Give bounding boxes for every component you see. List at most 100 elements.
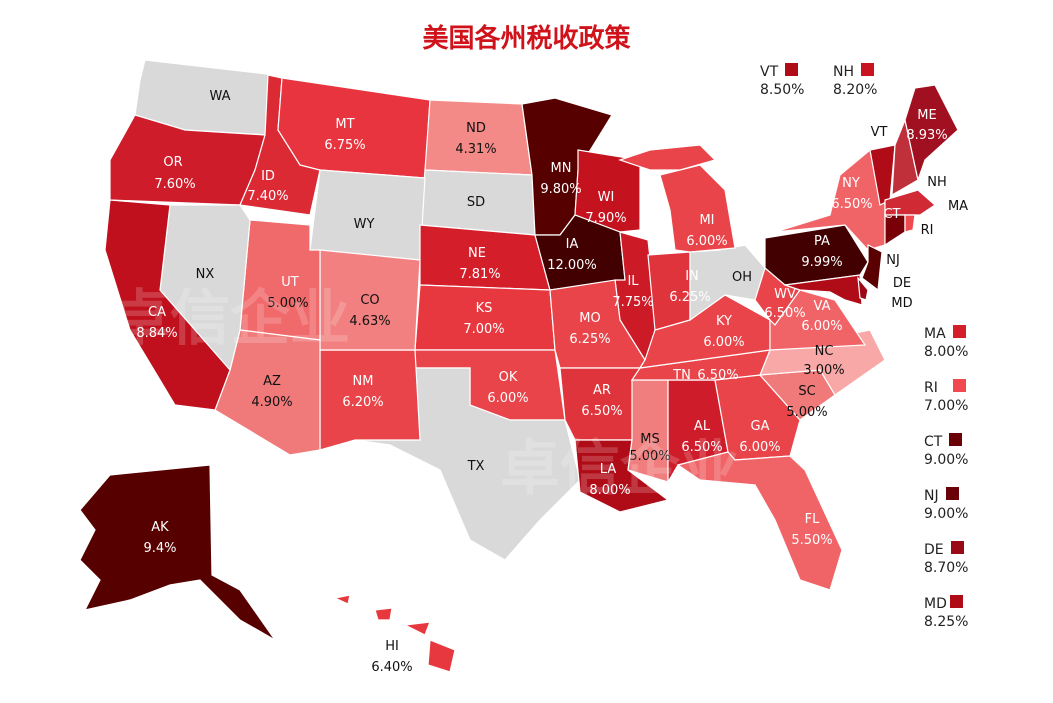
label-NM: NM [353,374,374,389]
label-LA: LA [600,462,617,477]
label-NY: NY [842,176,860,191]
state-NJ [861,244,883,292]
label-CA: CA [148,305,166,320]
rate-NC: 3.00% [803,363,844,378]
rate-OK: 6.00% [487,391,528,406]
legend-swatch [949,540,965,555]
rate-CO: 4.63% [349,314,390,329]
state-WY [309,169,426,261]
rate-WI: 7.90% [585,211,626,226]
label-AZ: AZ [263,374,281,389]
state-KS [414,284,556,351]
label-KS: KS [476,301,493,316]
rate-PA: 9.99% [801,255,842,270]
state-MA [884,189,936,216]
label-NV: NX [196,267,215,282]
legend-VT: VT 8.50% [760,62,805,98]
rate-AZ: 4.90% [251,395,292,410]
state-labels: WA OR 7.60% ID 7.40% MT 6.75% ND 4.31% SD WY… [136,89,968,675]
label-MI: MI [699,213,714,228]
label-CT: CT [883,207,900,222]
state-FL [676,451,843,591]
label-SC: SC [798,384,815,399]
rate-GA: 6.00% [739,440,780,455]
label-CO: CO [360,293,379,308]
rate-KY: 6.00% [703,335,744,350]
legend-swatch [948,432,964,447]
legend-swatch [944,486,960,501]
label-PA: PA [814,234,830,249]
watermark: 卓信企业 [500,434,740,504]
state-MD [784,274,863,306]
label-UT: UT [281,275,299,290]
state-TX [354,367,581,561]
state-RI [904,214,916,233]
label-NE: NE [468,246,486,261]
legend-swatch [951,378,967,393]
label-NH: NH [927,175,947,190]
label-WY: WY [354,217,375,232]
rate-NM: 6.20% [342,395,383,410]
label-MD: MD [891,296,912,311]
state-HI-3 [402,621,431,636]
state-DE [857,276,869,301]
rate-CA: 8.84% [136,326,177,341]
label-HI: HI [385,639,399,654]
rate-NE: 7.81% [459,267,500,282]
rate-MI: 6.00% [686,234,727,249]
rate-MT: 6.75% [324,138,365,153]
label-OR: OR [163,155,182,170]
legend-swatch [948,594,964,609]
state-MI [659,164,736,253]
rate-AK: 9.4% [143,541,176,556]
state-shapes [79,59,959,673]
label-MS: MS [640,432,659,447]
legend-RI: RI 7.00% [924,378,969,414]
label-DE: DE [893,276,911,291]
state-ND [424,99,533,176]
label-AR: AR [593,383,611,398]
rate-ND: 4.31% [455,142,496,157]
rate-KS: 7.00% [463,322,504,337]
rate-SC: 5.00% [786,405,827,420]
label-MO: MO [579,311,600,326]
rate-WV: 6.50% [764,306,805,321]
label-ND: ND [466,121,486,136]
label-IA: IA [566,237,579,252]
rate-NY: 6.50% [831,197,872,212]
rate-IN: 6.25% [669,290,710,305]
rate-OR: 7.60% [154,177,195,192]
label-WI: WI [598,190,615,205]
label-ME: ME [917,108,936,123]
label-GA: GA [751,419,770,434]
map-title: 美国各州税收政策 [422,24,631,54]
label-KY: KY [716,314,732,329]
label-IN: IN [685,269,699,284]
label-VA: VA [814,299,831,314]
label-FL: FL [805,512,820,527]
label-SD: SD [467,195,485,210]
label-WV: WV [774,287,796,302]
legend-DE: DE 8.70% [924,540,969,576]
rate-HI: 6.40% [371,660,412,675]
label-AL: AL [694,419,711,434]
watermark: 卓信企业 [110,284,350,354]
rate-MS: 5.00% [629,449,670,464]
label-OH: OH [732,270,752,285]
state-ME [904,84,959,183]
rate-TN: 6.50% [697,368,738,383]
label-NJ: NJ [886,253,900,268]
state-HI-1 [333,594,351,605]
label-IL: IL [627,274,639,289]
rate-MO: 6.25% [569,332,610,347]
rate-LA: 8.00% [589,483,630,498]
label-MA: MA [948,199,968,214]
legend-MA: MA 8.00% [924,324,969,360]
state-VA [769,289,867,351]
label-TX: TX [467,459,485,474]
legend-NH: NH 8.20% [833,62,878,98]
rate-VA: 6.00% [801,319,842,334]
label-RI: RI [921,223,934,238]
